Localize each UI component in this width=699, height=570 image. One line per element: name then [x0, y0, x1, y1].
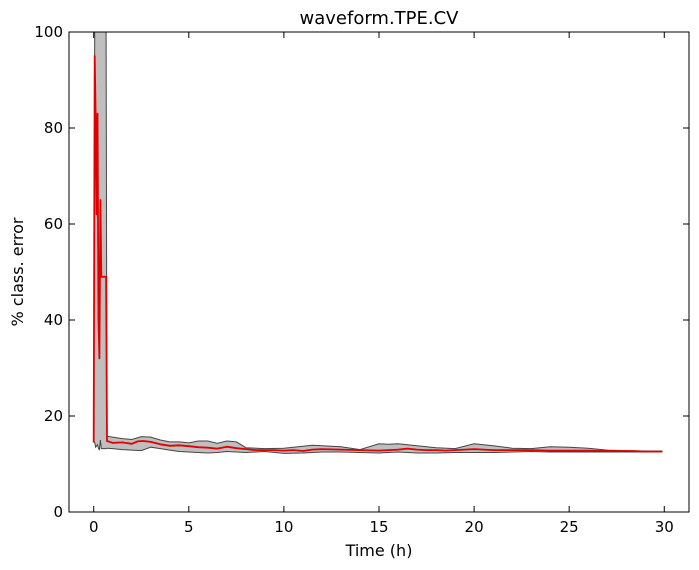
y-tick-label: 60	[44, 215, 63, 233]
x-tick-label: 15	[369, 518, 388, 536]
x-tick-label: 25	[560, 518, 579, 536]
chart-title: waveform.TPE.CV	[300, 8, 460, 29]
y-tick-label: 100	[34, 23, 63, 41]
x-tick-label: 20	[465, 518, 484, 536]
x-tick-label: 0	[89, 518, 99, 536]
y-axis-label: % class. error	[8, 217, 27, 326]
y-tick-label: 20	[44, 407, 63, 425]
x-tick-label: 10	[274, 518, 293, 536]
y-tick-label: 40	[44, 311, 63, 329]
mean-error-line	[92, 55, 663, 453]
x-tick-label: 5	[184, 518, 194, 536]
ticks-layer: 0 5 10 15 20 25 30 0 20 40 60 80 100	[34, 23, 689, 536]
y-tick-label: 80	[44, 119, 63, 137]
x-tick-label: 30	[655, 518, 674, 536]
upper-bound-line	[93, 32, 663, 452]
mean-line-layer	[92, 55, 663, 453]
error-band-layer	[93, 32, 663, 454]
y-tick-label: 0	[53, 503, 63, 521]
x-axis-label: Time (h)	[345, 541, 413, 560]
lower-bound-line	[93, 439, 663, 454]
